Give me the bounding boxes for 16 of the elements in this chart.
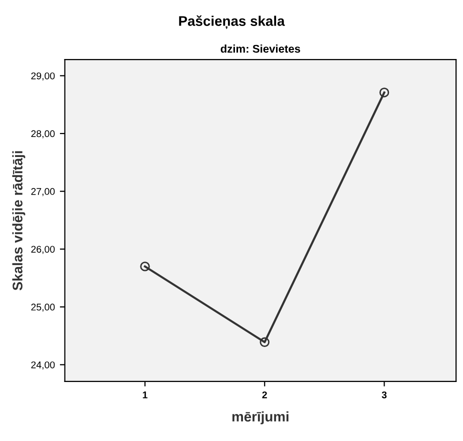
x-tick-label: 2 [262, 391, 267, 398]
chart-title: Pašcieņas skala [179, 15, 285, 29]
y-tick-label: 26,00 [31, 246, 55, 254]
chart-subtitle: dzim: Sievietes [220, 44, 300, 53]
x-tick-label: 3 [382, 391, 387, 398]
x-tick-label: 1 [142, 392, 148, 398]
point [140, 262, 150, 272]
y-tick-label: 27,00 [31, 188, 55, 196]
y-tick-label: 28,00 [31, 130, 55, 138]
y-tick-label: 24,00 [31, 361, 55, 370]
y-axis-title: Skalas vidējie rādītāji [12, 151, 26, 290]
point [260, 337, 270, 348]
point [379, 88, 390, 98]
y-tick-label: 25,00 [31, 304, 55, 312]
y-tick-label: 29,00 [31, 72, 55, 80]
x-axis-title: mērījumi [232, 411, 288, 424]
